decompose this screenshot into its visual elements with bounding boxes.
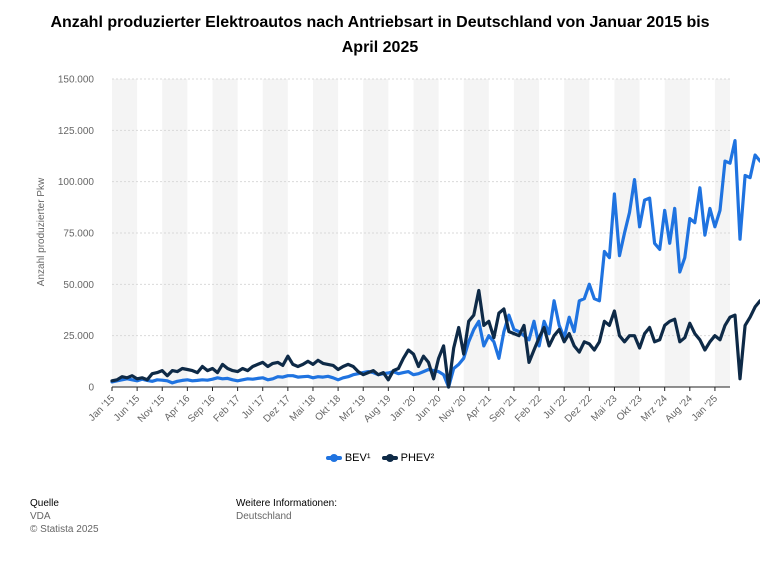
legend: BEV¹ PHEV² [0, 452, 760, 464]
x-tick-label: Nov '20 [437, 393, 469, 425]
y-tick-label: 75.000 [63, 229, 94, 240]
info-line: Deutschland [236, 511, 292, 522]
x-tick-label: Dez '22 [563, 393, 595, 425]
x-tick-label: Mai '18 [288, 393, 319, 424]
y-tick-label: 125.000 [58, 126, 95, 137]
background-band [262, 79, 288, 387]
x-tick-label: Nov '15 [136, 393, 168, 425]
series-lines [110, 139, 760, 389]
legend-swatch-phev [381, 454, 398, 463]
legend-swatch-bev [325, 454, 342, 463]
x-tick-label: Dez '17 [261, 393, 293, 425]
source-heading: Quelle [30, 498, 59, 509]
legend-item-phev[interactable]: PHEV² [381, 452, 435, 465]
x-tick-label: Jan '20 [388, 393, 419, 424]
x-tick-label: Aug '24 [663, 393, 695, 425]
y-tick-label: 100.000 [58, 177, 95, 188]
background-band [714, 79, 730, 387]
legend-item-bev[interactable]: BEV¹ [325, 452, 371, 465]
legend-label-phev: PHEV² [400, 452, 435, 465]
x-tick-label: Aug '19 [362, 393, 394, 425]
series-line-phev [110, 288, 760, 389]
info-block: Weitere Informationen: Deutschland [236, 497, 337, 523]
legend-label-bev: BEV¹ [344, 452, 371, 465]
x-tick-label: Sep '21 [488, 393, 520, 425]
chart-title: Anzahl produzierter Elektroautos nach An… [50, 14, 710, 56]
x-tick-label: Jan '25 [690, 393, 721, 424]
y-tick-label: 50.000 [63, 280, 94, 291]
background-band [162, 79, 188, 387]
y-tick-label: 0 [88, 383, 94, 394]
info-heading: Weitere Informationen: [236, 498, 337, 509]
line-chart: 0 25.000 50.000 75.000 100.000 125.000 150.000… [36, 75, 760, 425]
x-tick-label: Feb '17 [212, 393, 243, 424]
y-axis-ticks: 0 25.000 50.000 75.000 100.000 125.000 150.000 [58, 75, 95, 394]
x-tick-label: Jan '15 [87, 393, 118, 424]
gridlines [112, 78, 730, 388]
source-line: VDA [30, 511, 51, 522]
x-tick-label: Mai '23 [589, 393, 620, 424]
x-tick-label: Feb '22 [513, 393, 544, 424]
y-tick-label: 25.000 [63, 331, 94, 342]
y-tick-label: 150.000 [58, 75, 95, 86]
source-block: Quelle VDA © Statista 2025 [30, 497, 99, 536]
y-axis-label: Anzahl produzierter Pkw [36, 177, 47, 286]
copyright-line: © Statista 2025 [30, 524, 99, 535]
x-tick-label: Sep '16 [186, 393, 218, 425]
